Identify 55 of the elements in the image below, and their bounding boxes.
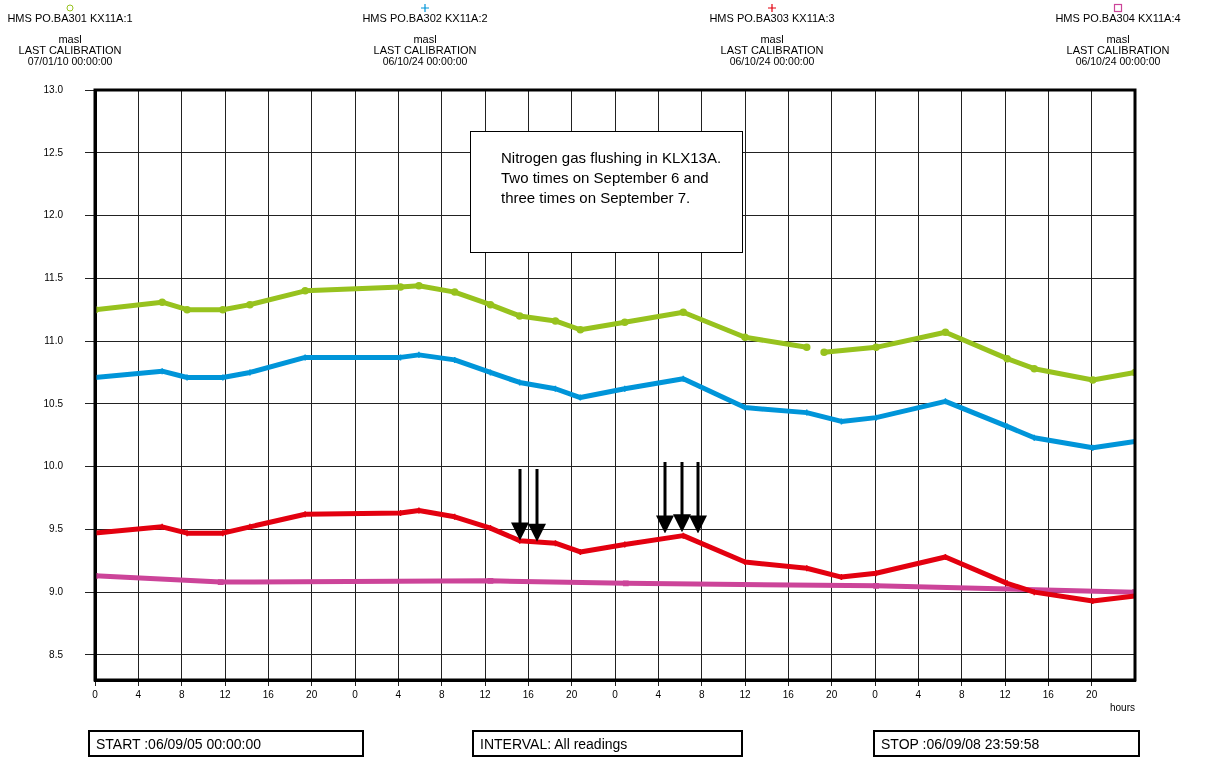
- text: LAST CALIBRATION: [17, 44, 123, 56]
- x-tick-label: 4: [915, 688, 922, 700]
- x-tick-label: 0: [92, 688, 99, 700]
- x-tick-label: 16: [522, 688, 535, 700]
- x-tick-label: 12: [739, 688, 751, 700]
- x-tick-label: 12: [219, 688, 231, 700]
- x-tick-label: 20: [826, 688, 838, 700]
- text: LAST CALIBRATION: [719, 44, 825, 56]
- legend-label: HMS PO.BA304 KX11A:4: [1054, 12, 1182, 24]
- text: LAST CALIBRATION: [1065, 44, 1171, 56]
- y-tick-label: 8.5: [49, 648, 64, 660]
- text: 06/10/24 00:00:00: [381, 55, 469, 67]
- x-tick-label: 8: [698, 688, 705, 700]
- text: masl: [759, 33, 785, 45]
- x-tick-label: 4: [135, 688, 142, 700]
- x-tick-label: 20: [566, 688, 578, 700]
- text: INTERVAL: All readings: [472, 730, 743, 757]
- x-tick-label: 16: [782, 688, 795, 700]
- text: LAST CALIBRATION: [372, 44, 478, 56]
- text: masl: [1105, 33, 1131, 45]
- x-tick-label: 4: [395, 688, 402, 700]
- y-tick-label: 13.0: [43, 83, 64, 95]
- x-tick-label: 8: [438, 688, 445, 700]
- text-box: Nitrogen gas flushing in KLX13A. Two times on September 6 and three times on September 7.: [470, 131, 743, 253]
- x-axis-title: hours: [1109, 701, 1135, 713]
- text: START :06/09/05 00:00:00: [88, 730, 364, 757]
- text: 06/10/24 00:00:00: [728, 55, 816, 67]
- x-tick-label: 8: [958, 688, 965, 700]
- x-tick-label: 0: [352, 688, 359, 700]
- x-tick-label: 8: [178, 688, 185, 700]
- text: STOP :06/09/08 23:59:58: [873, 730, 1140, 757]
- text: masl: [57, 33, 83, 45]
- y-tick-label: 11.0: [44, 334, 64, 346]
- x-tick-label: 4: [655, 688, 662, 700]
- y-tick-label: 12.5: [43, 146, 64, 158]
- y-tick-label: 12.0: [43, 209, 64, 221]
- text: 06/10/24 00:00:00: [1074, 55, 1162, 67]
- x-tick-label: 16: [1042, 688, 1055, 700]
- text: 07/01/10 00:00:00: [26, 55, 114, 67]
- legend-label: HMS PO.BA301 KX11A:1: [6, 12, 134, 24]
- x-tick-label: 0: [872, 688, 879, 700]
- legend-label: HMS PO.BA302 KX11A:2: [361, 12, 489, 24]
- y-tick-label: 10.0: [43, 460, 64, 472]
- y-tick-label: 11.5: [44, 272, 64, 284]
- legend-label: HMS PO.BA303 KX11A:3: [708, 12, 836, 24]
- x-tick-label: 0: [612, 688, 619, 700]
- y-tick-label: 9.0: [49, 585, 64, 597]
- text: masl: [412, 33, 438, 45]
- y-tick-label: 10.5: [43, 397, 64, 409]
- x-tick-label: 20: [306, 688, 318, 700]
- y-tick-label: 9.5: [49, 523, 64, 535]
- x-tick-label: 12: [479, 688, 491, 700]
- x-tick-label: 12: [999, 688, 1011, 700]
- x-tick-label: 20: [1086, 688, 1098, 700]
- x-tick-label: 16: [262, 688, 275, 700]
